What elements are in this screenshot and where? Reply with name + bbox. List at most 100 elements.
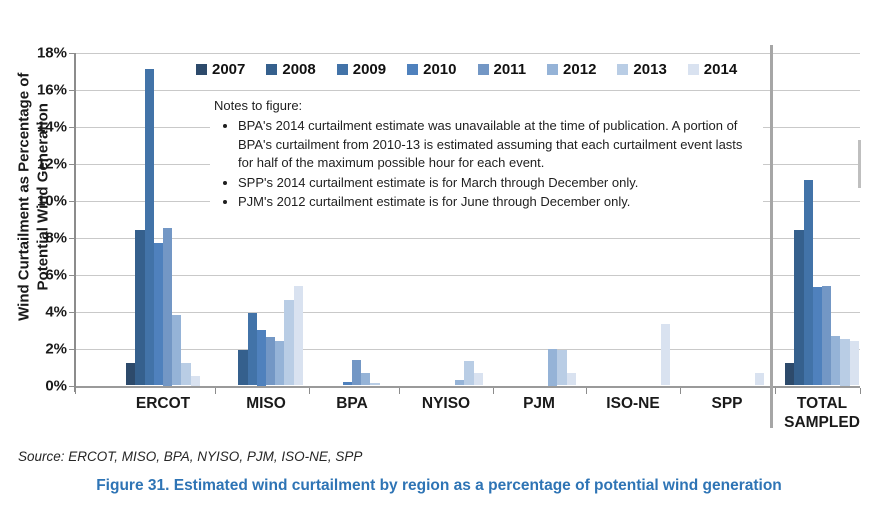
legend-item-2012: 2012 bbox=[547, 61, 596, 78]
bar-ercot-2008 bbox=[135, 230, 145, 386]
bar-ercot-2012 bbox=[172, 315, 182, 386]
y-axis-tick-16% bbox=[69, 89, 75, 91]
x-axis-tick-1 bbox=[214, 387, 216, 394]
chart-legend: 2007 2008 2009 2010 2011 2012 2013 2014 bbox=[196, 61, 737, 78]
y-axis-tick-2% bbox=[69, 348, 75, 350]
bar-nyiso-2012 bbox=[455, 379, 465, 386]
bar-ercot-2011 bbox=[163, 228, 173, 386]
legend-label-2010: 2010 bbox=[423, 61, 457, 78]
bar-total-sampled-2008 bbox=[794, 230, 804, 386]
gridline-2% bbox=[75, 348, 860, 350]
total-sampled-separator-line bbox=[770, 45, 773, 428]
x-category-label-iso-ne: ISO-NE bbox=[606, 395, 660, 412]
y-tick-label-2%: 2% bbox=[45, 340, 67, 358]
y-axis-tick-14% bbox=[69, 126, 75, 128]
bar-miso-2010 bbox=[256, 330, 266, 386]
bar-ercot-2007 bbox=[126, 363, 136, 386]
x-category-label-total-sampled: TOTAL SAMPLED bbox=[784, 395, 860, 432]
notes-bullet-list: BPA's 2014 curtailment estimate was unav… bbox=[214, 117, 759, 211]
legend-swatch-icon-2013 bbox=[617, 64, 629, 75]
bar-ercot-2010 bbox=[153, 243, 163, 386]
bar-ercot-2009 bbox=[144, 69, 154, 386]
bar-nyiso-2013 bbox=[464, 361, 474, 386]
gridline-8% bbox=[75, 237, 860, 239]
y-axis-tick-6% bbox=[69, 274, 75, 276]
y-tick-label-10%: 10% bbox=[36, 192, 67, 210]
bar-total-sampled-2012 bbox=[831, 335, 841, 386]
bar-total-sampled-2013 bbox=[840, 339, 850, 386]
legend-item-2009: 2009 bbox=[336, 61, 387, 78]
bar-miso-2008 bbox=[238, 350, 248, 386]
bar-spp-2014 bbox=[754, 372, 764, 386]
bar-total-sampled-2011 bbox=[822, 285, 832, 386]
legend-item-2007: 2007 bbox=[196, 61, 245, 78]
bar-miso-2011 bbox=[266, 337, 276, 386]
legend-item-2011: 2011 bbox=[477, 61, 527, 78]
plot-right-edge-mark bbox=[858, 140, 861, 188]
x-category-label-miso: MISO bbox=[246, 395, 286, 412]
y-axis-tick-4% bbox=[69, 311, 75, 313]
bar-miso-2013 bbox=[284, 300, 294, 386]
y-tick-label-16%: 16% bbox=[36, 81, 67, 99]
x-axis-tick-8 bbox=[860, 387, 861, 394]
legend-label-2012: 2012 bbox=[563, 61, 597, 78]
bar-miso-2009 bbox=[247, 313, 257, 386]
bar-pjm-2013 bbox=[557, 350, 567, 386]
y-tick-label-0%: 0% bbox=[45, 377, 67, 395]
gridline-16% bbox=[75, 89, 860, 91]
x-category-label-spp: SPP bbox=[711, 395, 743, 412]
source-line: Source: ERCOT, MISO, BPA, NYISO, PJM, IS… bbox=[18, 449, 363, 464]
notes-bullet-3: PJM's 2012 curtailment estimate is for J… bbox=[238, 193, 759, 211]
bar-total-sampled-2007 bbox=[785, 363, 795, 386]
y-tick-label-6%: 6% bbox=[45, 266, 67, 284]
x-category-label-pjm: PJM bbox=[523, 395, 555, 412]
legend-swatch-icon-2008 bbox=[266, 64, 278, 75]
x-axis-tick-3 bbox=[399, 387, 400, 394]
notes-bullet-1: BPA's 2014 curtailment estimate was unav… bbox=[238, 117, 759, 172]
bar-pjm-2012 bbox=[548, 348, 558, 386]
y-tick-label-18%: 18% bbox=[36, 44, 67, 62]
bar-bpa-2011 bbox=[352, 359, 362, 386]
legend-label-2014: 2014 bbox=[703, 61, 738, 78]
legend-label-2007: 2007 bbox=[212, 61, 246, 78]
bar-ercot-2013 bbox=[181, 363, 191, 386]
x-axis-tick-0 bbox=[75, 387, 76, 394]
legend-swatch-icon-2010 bbox=[407, 64, 419, 75]
x-axis-tick-2 bbox=[309, 387, 310, 394]
x-axis-tick-5 bbox=[586, 387, 587, 394]
notes-title: Notes to figure: bbox=[214, 98, 303, 113]
bar-miso-2012 bbox=[275, 341, 285, 386]
x-category-label-nyiso: NYISO bbox=[421, 395, 471, 412]
bar-bpa-2013 bbox=[370, 382, 380, 386]
legend-label-2008: 2008 bbox=[282, 61, 316, 78]
y-axis-tick-18% bbox=[69, 52, 75, 54]
legend-label-2009: 2009 bbox=[352, 61, 387, 78]
y-axis-tick-8% bbox=[69, 237, 75, 239]
legend-label-2011: 2011 bbox=[493, 61, 527, 78]
bar-total-sampled-2009 bbox=[803, 180, 813, 386]
legend-item-2014: 2014 bbox=[687, 61, 738, 78]
legend-swatch-icon-2009 bbox=[336, 64, 348, 75]
gridline-18% bbox=[75, 52, 860, 54]
bar-bpa-2010 bbox=[342, 381, 352, 386]
bar-miso-2014 bbox=[293, 285, 303, 386]
x-axis-tick-6 bbox=[680, 387, 681, 394]
legend-label-2013: 2013 bbox=[633, 61, 667, 78]
x-axis-tick-4 bbox=[492, 387, 494, 394]
notes-bullet-2: SPP's 2014 curtailment estimate is for M… bbox=[238, 174, 759, 192]
bar-nyiso-2014 bbox=[473, 372, 483, 386]
bar-total-sampled-2010 bbox=[812, 287, 822, 386]
legend-swatch-icon-2011 bbox=[477, 64, 489, 75]
gridline-6% bbox=[75, 274, 860, 276]
figure-caption: Figure 31. Estimated wind curtailment by… bbox=[96, 477, 782, 494]
legend-swatch-icon-2014 bbox=[687, 64, 699, 75]
notes-box: Notes to figure: BPA's 2014 curtailment … bbox=[210, 95, 763, 217]
x-category-label-ercot: ERCOT bbox=[135, 395, 191, 412]
legend-item-2010: 2010 bbox=[407, 61, 457, 78]
y-axis-line bbox=[74, 52, 76, 392]
y-tick-label-4%: 4% bbox=[45, 303, 67, 321]
bar-total-sampled-2014 bbox=[849, 341, 859, 386]
bar-iso-ne-2014 bbox=[660, 324, 670, 386]
legend-item-2008: 2008 bbox=[266, 61, 316, 78]
